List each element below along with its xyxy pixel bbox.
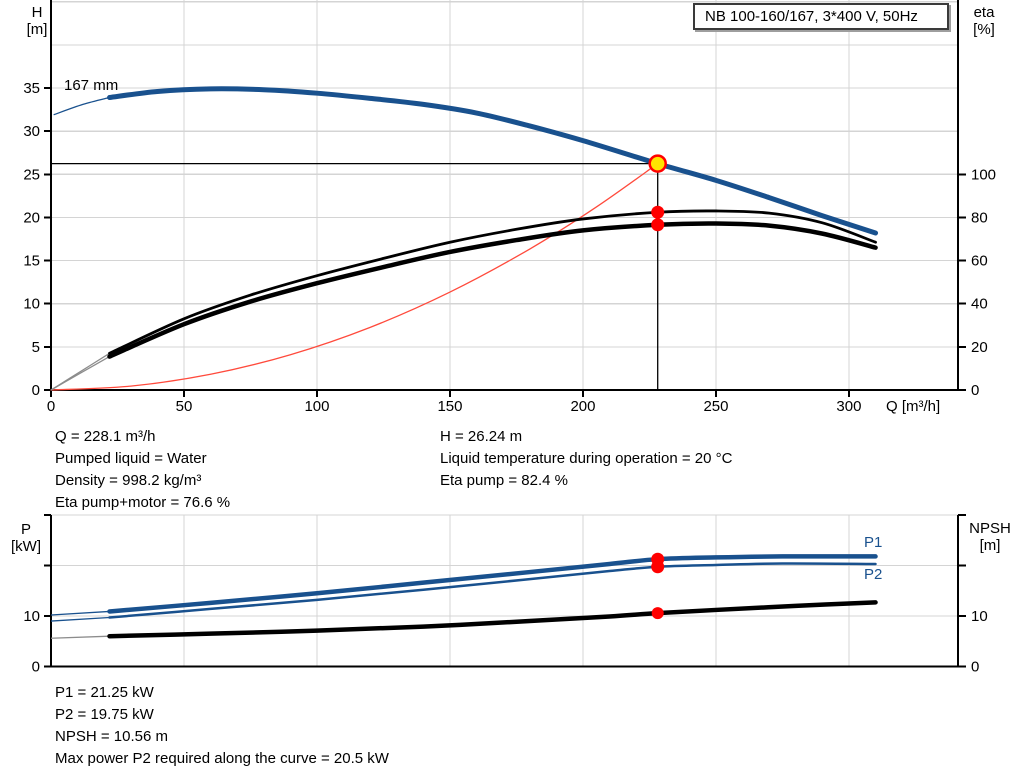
p2-dot xyxy=(651,560,665,574)
p1-curve-label: P1 xyxy=(864,534,883,551)
p-axis-title: P [kW] xyxy=(6,521,46,555)
system-curve xyxy=(50,162,659,391)
tick-label-bottom: 250 xyxy=(703,398,728,415)
p1-curve-lead xyxy=(50,610,110,616)
info-density: Density = 998.2 kg/m³ xyxy=(55,472,202,489)
p-axis-symbol: P xyxy=(20,521,31,538)
p2-curve xyxy=(108,562,877,619)
eta-pump-motor-curve xyxy=(107,221,878,359)
tick-label-right: 60 xyxy=(971,253,988,270)
npsh-curve xyxy=(107,600,878,639)
head-efficiency-chart: 0 5 10 15 20 25 30 35 0 20 40 60 80 100 0 50 100 150 200 25… xyxy=(23,0,996,415)
tick-label-left: 10 xyxy=(23,608,40,625)
tick-label-bottom: 300 xyxy=(836,398,861,415)
duty-point-marker[interactable] xyxy=(648,154,667,173)
p2-curve-lead xyxy=(50,616,110,622)
npsh-curve-lead xyxy=(50,635,110,639)
power-info: P1 = 21.25 kW P2 = 19.75 kW NPSH = 10.56… xyxy=(55,682,389,770)
info-eta-pump-motor: Eta pump+motor = 76.6 % xyxy=(55,494,231,511)
tick-label-right: 80 xyxy=(971,209,988,226)
eta-axis-symbol: eta xyxy=(973,4,995,21)
info-pumped-liquid: Pumped liquid = Water xyxy=(55,450,207,467)
eta-pump-motor-curve-lead xyxy=(50,355,110,391)
info-eta-pump: Eta pump = 82.4 % xyxy=(440,472,568,489)
tick-label-right: 0 xyxy=(971,659,979,676)
tick-label-left: 10 xyxy=(23,296,40,313)
info-liquid-temperature: Liquid temperature during operation = 20… xyxy=(440,450,733,467)
npsh-axis-title: NPSH [m] xyxy=(964,520,1016,554)
tick-label-right: 10 xyxy=(971,608,988,625)
info-h: H = 26.24 m xyxy=(440,428,523,445)
pump-curve-167mm-lead xyxy=(53,96,110,116)
eta-axis-unit: [%] xyxy=(973,21,995,38)
tick-label-bottom: 50 xyxy=(176,398,193,415)
eta-axis-title: eta [%] xyxy=(966,4,1002,38)
tick-label-bottom: 0 xyxy=(47,398,55,415)
tick-label-left: 35 xyxy=(23,80,40,97)
tick-label-right: 0 xyxy=(971,382,979,399)
npsh-dot xyxy=(651,607,664,620)
tick-label-bottom: 100 xyxy=(304,398,329,415)
pump-title-box: NB 100-160/167, 3*400 V, 50Hz xyxy=(693,3,949,30)
h-axis-symbol: H xyxy=(31,4,43,21)
h-axis-title: H [m] xyxy=(22,4,52,38)
tick-label-left: 0 xyxy=(32,659,40,676)
npsh-axis-symbol: NPSH xyxy=(969,520,1011,537)
info-p1: P1 = 21.25 kW xyxy=(55,684,154,701)
duty-info-right: H = 26.24 m Liquid temperature during op… xyxy=(440,426,732,492)
tick-label-left: 0 xyxy=(32,382,40,399)
p2-curve-label: P2 xyxy=(864,566,883,583)
eta-pump-dot xyxy=(651,205,665,219)
h-axis-unit: [m] xyxy=(26,21,48,38)
tick-label-left: 20 xyxy=(23,209,40,226)
q-axis-title: Q [m³/h] xyxy=(886,398,941,415)
duty-info-left: Q = 228.1 m³/h Pumped liquid = Water Den… xyxy=(55,426,230,514)
tick-label-right: 20 xyxy=(971,339,988,356)
tick-label-left: 25 xyxy=(23,166,40,183)
p1-curve xyxy=(107,554,878,614)
tick-label-left: 30 xyxy=(23,123,40,140)
npsh-axis-unit: [m] xyxy=(979,537,1001,554)
info-p2: P2 = 19.75 kW xyxy=(55,706,154,723)
info-max-power: Max power P2 required along the curve = … xyxy=(55,750,389,767)
tick-label-left: 5 xyxy=(32,339,40,356)
info-q: Q = 228.1 m³/h xyxy=(55,428,156,445)
info-npsh: NPSH = 10.56 m xyxy=(55,728,168,745)
pump-curve-167mm xyxy=(107,86,879,236)
impeller-diameter-label: 167 mm xyxy=(64,77,119,94)
tick-label-right: 100 xyxy=(971,166,996,183)
tick-label-right: 40 xyxy=(971,296,988,313)
tick-label-bottom: 200 xyxy=(570,398,595,415)
eta-pump-curve xyxy=(108,209,877,355)
eta-pump-motor-dot xyxy=(651,218,665,232)
tick-label-left: 15 xyxy=(23,253,40,270)
tick-label-bottom: 150 xyxy=(437,398,462,415)
p-axis-unit: [kW] xyxy=(11,538,41,555)
power-npsh-chart: 0 10 0 10 xyxy=(23,514,988,676)
